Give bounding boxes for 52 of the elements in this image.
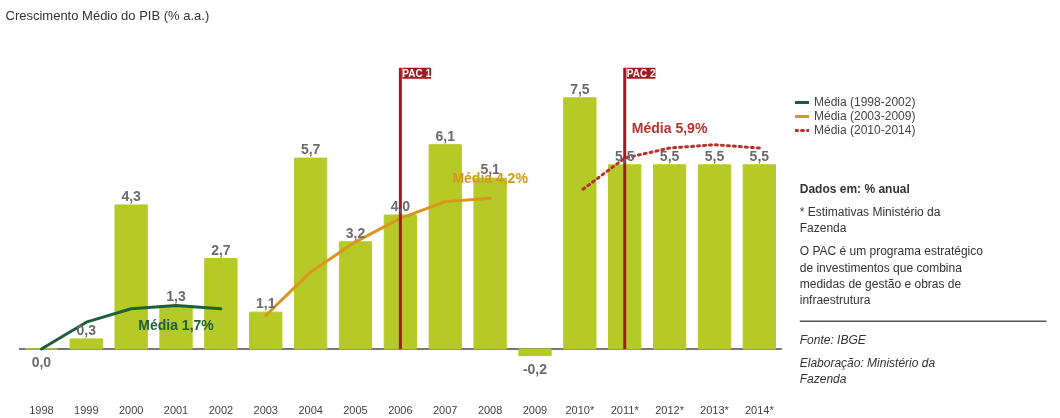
bar — [563, 97, 597, 350]
bar — [338, 241, 373, 350]
data-label: 5,5 — [704, 147, 725, 164]
data-label: 4,3 — [121, 187, 142, 204]
x-tick-label: 2007 — [433, 403, 458, 416]
bar — [69, 338, 103, 350]
x-tick-label: 2000 — [118, 403, 144, 416]
x-tick-label: 1999 — [74, 403, 99, 416]
data-label: 5,5 — [659, 147, 680, 164]
x-tick-label: 2010* — [565, 403, 595, 416]
x-tick-label: 2014* — [744, 403, 775, 416]
source-note: Fonte: IBGE — [799, 332, 867, 347]
legend-label: Média (2003-2009) — [814, 109, 916, 123]
ref-line-label: PAC 1 — [402, 67, 432, 79]
data-label: 6,1 — [435, 127, 456, 144]
text: O PAC é um programa estratégico de investimentos que combina medidas de gestão e obras de infraestrutura — [799, 244, 984, 307]
x-tick-label: 2005 — [343, 403, 368, 416]
legend-label: Média (1998-2002) — [814, 95, 916, 109]
x-tick-label: 2009 — [522, 403, 548, 416]
data-label: 5,5 — [749, 147, 770, 164]
annotation: Média 5,9% — [631, 120, 708, 137]
x-tick-label: 2003 — [253, 403, 279, 416]
data-label: 1,3 — [166, 288, 186, 305]
bar — [249, 311, 283, 350]
legend-label: Média (2010-2014) — [814, 123, 916, 137]
data-label: 0,0 — [31, 354, 52, 371]
data-label: 0,3 — [76, 321, 97, 338]
data-label: 5,7 — [300, 141, 321, 158]
data-label: -0,2 — [522, 361, 548, 378]
text: Dados em: % anual — [799, 181, 910, 196]
text: Elaboração: Ministério da Fazenda — [799, 356, 936, 387]
x-tick-label: 2006 — [388, 403, 413, 416]
x-tick-label: 2011* — [610, 403, 640, 416]
bar — [518, 348, 552, 357]
data-label: 1,1 — [256, 295, 276, 312]
x-tick-label: 2008 — [477, 403, 503, 416]
bar — [697, 164, 732, 350]
bar — [652, 164, 687, 350]
x-tick-label: 1998 — [29, 403, 54, 416]
bar — [608, 164, 642, 350]
data-label: 2,7 — [211, 241, 231, 258]
x-tick-label: 2004 — [298, 403, 323, 416]
x-tick-label: 2012* — [655, 403, 685, 416]
x-tick-label: 2001 — [163, 403, 189, 416]
bar — [742, 164, 776, 350]
chart-title: Crescimento Médio do PIB (% a.a.) — [5, 7, 210, 23]
x-tick-label: 2002 — [208, 403, 234, 416]
data-label: 3,2 — [345, 224, 366, 241]
bar — [293, 157, 328, 350]
data-label: 7,5 — [570, 80, 590, 97]
text: * Estimativas Ministério da Fazenda — [799, 204, 941, 236]
x-tick-label: 2013* — [700, 403, 730, 416]
